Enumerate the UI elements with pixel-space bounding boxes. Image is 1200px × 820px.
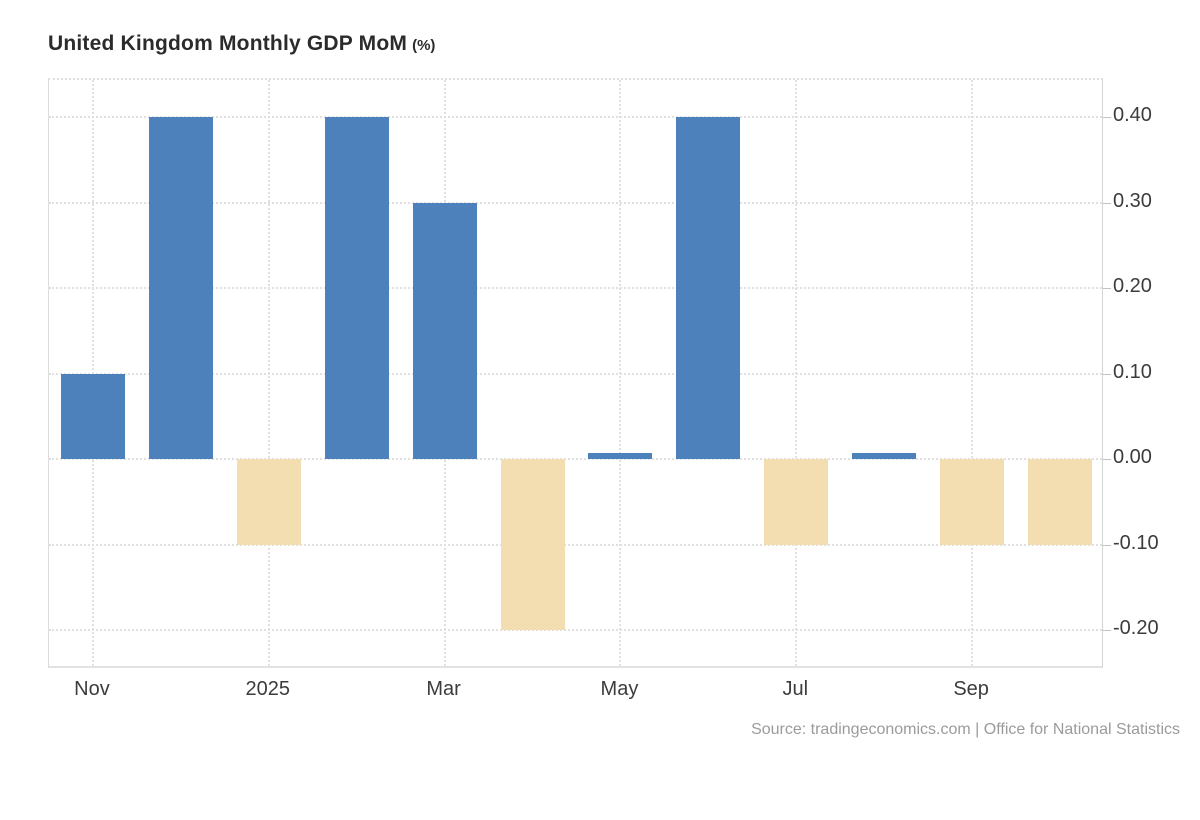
bar-jun[interactable] [676, 117, 741, 459]
y-axis-label: -0.20 [1113, 617, 1159, 639]
x-axis-label: Jul [782, 678, 809, 700]
y-axis-tick [1103, 373, 1111, 375]
bar-sep[interactable] [940, 459, 1005, 545]
y-axis-label: 0.40 [1113, 104, 1152, 126]
bar-jul[interactable] [764, 459, 829, 545]
bar-may[interactable] [588, 453, 653, 459]
x-axis-label: Sep [953, 678, 989, 700]
source-attribution: Source: tradingeconomics.com | Office fo… [751, 721, 1180, 738]
bar-aug[interactable] [852, 453, 917, 459]
chart-title-text: United Kingdom Monthly GDP MoM [48, 32, 408, 55]
bar-nov[interactable] [60, 373, 125, 459]
y-axis-tick [1103, 117, 1111, 118]
h-gridline [49, 629, 1102, 631]
h-gridline [49, 201, 1102, 204]
bar-dec[interactable] [148, 117, 213, 459]
y-axis-tick [1103, 288, 1111, 289]
y-axis-label: -0.10 [1113, 531, 1159, 554]
bar-feb[interactable] [324, 117, 389, 459]
y-axis-label: 0.20 [1113, 275, 1152, 297]
bar-apr[interactable] [500, 459, 565, 630]
y-axis-label: 0.00 [1113, 446, 1152, 468]
plot-area[interactable] [48, 78, 1111, 668]
y-axis-label: 0.30 [1113, 189, 1152, 212]
h-gridline [49, 287, 1102, 289]
x-axis-label: May [600, 678, 639, 700]
y-axis-tick [1103, 459, 1111, 460]
h-gridline [49, 116, 1102, 118]
chart-title: United Kingdom Monthly GDP MoM (%) [48, 32, 435, 56]
y-axis-label: 0.10 [1113, 360, 1152, 383]
bar-jan[interactable] [236, 459, 301, 545]
x-axis-label: 2025 [245, 678, 291, 700]
bar-mar[interactable] [412, 202, 477, 459]
x-axis-label: Nov [74, 678, 110, 700]
chart-title-unit: (%) [412, 37, 436, 54]
y-axis-tick [1103, 202, 1111, 204]
h-gridline [49, 372, 1102, 375]
y-axis-tick [1103, 544, 1111, 546]
h-gridline [49, 543, 1102, 546]
y-axis-tick [1103, 630, 1111, 631]
bar-oct[interactable] [1028, 459, 1093, 545]
x-axis-label: Mar [426, 678, 461, 700]
h-gridline [49, 458, 1102, 460]
